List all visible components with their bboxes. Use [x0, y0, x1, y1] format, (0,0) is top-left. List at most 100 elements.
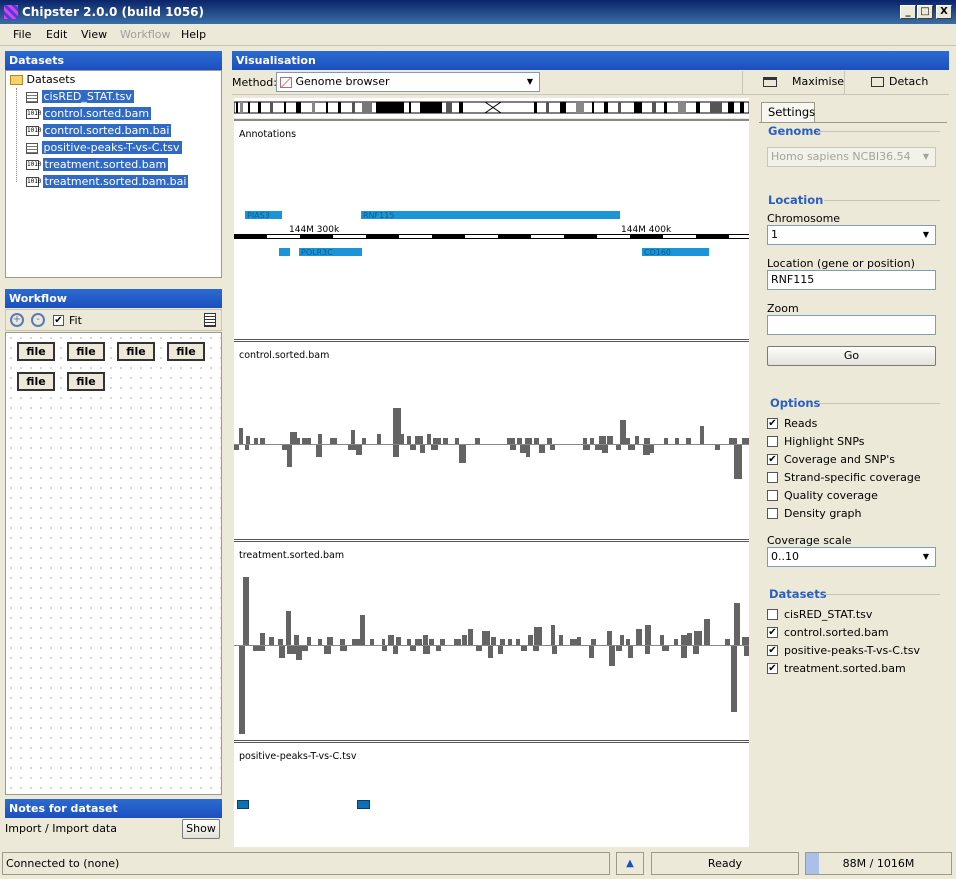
- gene-feature[interactable]: RNF115: [361, 211, 620, 219]
- workflow-node[interactable]: file: [117, 342, 155, 361]
- detach-button[interactable]: Detach: [844, 71, 949, 95]
- option-checkbox[interactable]: [767, 472, 778, 483]
- coverage-bar: [287, 445, 292, 467]
- tree-root[interactable]: Datasets: [10, 71, 75, 88]
- gene-feature[interactable]: PIAS3: [245, 211, 282, 219]
- gene-feature[interactable]: CD160: [642, 248, 709, 256]
- workflow-node[interactable]: file: [67, 372, 105, 391]
- chromosome-select[interactable]: 1 ▼: [767, 225, 936, 245]
- workflow-node[interactable]: file: [17, 342, 55, 361]
- coverage-bar: [393, 408, 401, 444]
- coverage-bar: [528, 635, 533, 645]
- coverage-bar: [662, 646, 669, 651]
- coverage-bar: [521, 646, 527, 651]
- location-input[interactable]: RNF115: [767, 270, 936, 290]
- peaks-track[interactable]: positive-peaks-T-vs-C.tsv: [234, 743, 749, 847]
- control-coverage-track[interactable]: control.sorted.bam: [234, 342, 749, 542]
- peak-region[interactable]: [237, 800, 249, 809]
- coverage-bar: [744, 646, 749, 656]
- show-notes-button[interactable]: Show: [182, 819, 220, 839]
- close-button[interactable]: X: [936, 5, 952, 19]
- ideogram-band: [696, 102, 700, 113]
- dataset-checkbox[interactable]: ✔: [767, 645, 778, 656]
- fit-checkbox[interactable]: ✔: [53, 315, 64, 326]
- ideogram-band: [236, 102, 238, 113]
- coverage-bar: [551, 625, 555, 645]
- coverage-bar: [410, 646, 416, 651]
- dataset-checkbox[interactable]: [767, 609, 778, 620]
- coverage-bar: [693, 646, 699, 654]
- coverage-scale-select[interactable]: 0..10 ▼: [767, 547, 936, 567]
- workflow-menu-icon[interactable]: [204, 313, 216, 327]
- dataset-item[interactable]: 1010 treatment.sorted.bam: [26, 156, 169, 173]
- dataset-item[interactable]: 1010 treatment.sorted.bam.bai: [26, 173, 189, 190]
- option-checkbox[interactable]: [767, 490, 778, 501]
- workflow-node[interactable]: file: [17, 372, 55, 391]
- method-select[interactable]: Genome browser ▼: [276, 72, 540, 92]
- go-button[interactable]: Go: [767, 346, 936, 366]
- annotations-track-title: Annotations: [239, 129, 297, 140]
- settings-tab[interactable]: Settings: [761, 102, 815, 122]
- coverage-bar: [388, 635, 394, 645]
- workflow-canvas[interactable]: file file file file file file: [5, 332, 222, 795]
- maximize-button[interactable]: □: [917, 5, 933, 19]
- option-checkbox[interactable]: ✔: [767, 418, 778, 429]
- menu-view[interactable]: View: [81, 28, 108, 41]
- memory-indicator[interactable]: 88M / 1016M: [805, 852, 952, 875]
- zoom-input[interactable]: [767, 315, 936, 335]
- coverage-bar: [475, 438, 480, 444]
- coverage-bar: [360, 615, 365, 645]
- tree-guide: [16, 88, 17, 182]
- ideogram-band: [409, 102, 411, 113]
- ideogram-band: [352, 102, 355, 113]
- dataset-item[interactable]: cisRED_STAT.tsv: [26, 88, 134, 105]
- gene-feature[interactable]: [279, 248, 290, 256]
- option-label: Strand-specific coverage: [784, 471, 921, 484]
- zoom-out-icon[interactable]: -: [31, 313, 45, 327]
- option-checkbox[interactable]: [767, 508, 778, 519]
- dataset-checkbox[interactable]: ✔: [767, 627, 778, 638]
- task-status: Ready: [651, 852, 799, 875]
- section-divider: [824, 200, 940, 201]
- coverage-bar: [279, 646, 285, 658]
- table-icon: [26, 142, 38, 154]
- option-checkbox[interactable]: [767, 436, 778, 447]
- coverage-bar: [462, 635, 467, 645]
- coverage-bar: [407, 436, 411, 444]
- binary-icon: 1010: [26, 109, 42, 119]
- dataset-item[interactable]: positive-peaks-T-vs-C.tsv: [26, 139, 182, 156]
- option-checkbox[interactable]: ✔: [767, 454, 778, 465]
- coverage-bar: [539, 445, 545, 453]
- workflow-node[interactable]: file: [67, 342, 105, 361]
- menu-help[interactable]: Help: [181, 28, 207, 41]
- dataset-item[interactable]: 1010 control.sorted.bam.bai: [26, 122, 172, 139]
- dataset-item[interactable]: 1010 control.sorted.bam: [26, 105, 152, 122]
- expand-up-icon[interactable]: ▲: [616, 852, 644, 875]
- coverage-bar: [591, 639, 596, 645]
- coverage-bar: [382, 646, 387, 651]
- maximise-button[interactable]: Maximise: [742, 71, 844, 95]
- workflow-node[interactable]: file: [167, 342, 205, 361]
- menu-file[interactable]: File: [13, 28, 32, 41]
- ideogram-band: [740, 102, 744, 113]
- menu-edit[interactable]: Edit: [46, 28, 68, 41]
- dataset-checkbox[interactable]: ✔: [767, 663, 778, 674]
- peak-region[interactable]: [357, 800, 370, 809]
- coverage-bar: [455, 438, 459, 444]
- ideogram-band: [678, 102, 686, 113]
- zoom-in-icon[interactable]: +: [10, 313, 24, 327]
- coverage-bar: [583, 438, 587, 444]
- treatment-coverage-track[interactable]: treatment.sorted.bam: [234, 542, 749, 743]
- coverage-bar: [616, 646, 622, 651]
- annotations-track[interactable]: Annotations PIAS3 RNF115 144M 300k 144M …: [234, 121, 749, 342]
- coverage-bar: [302, 646, 308, 651]
- minimize-button[interactable]: _: [900, 5, 916, 19]
- gene-feature[interactable]: POLR3C: [299, 248, 362, 256]
- coverage-bar: [443, 438, 448, 444]
- datasets-panel-header: Datasets: [5, 51, 222, 70]
- chromosome-ideogram-track[interactable]: [233, 98, 750, 118]
- coverage-bar: [253, 646, 265, 651]
- datasets-tree: Datasets cisRED_STAT.tsv 1010 control.so…: [5, 70, 222, 278]
- coverage-bar: [500, 639, 505, 645]
- coverage-bar: [550, 445, 555, 450]
